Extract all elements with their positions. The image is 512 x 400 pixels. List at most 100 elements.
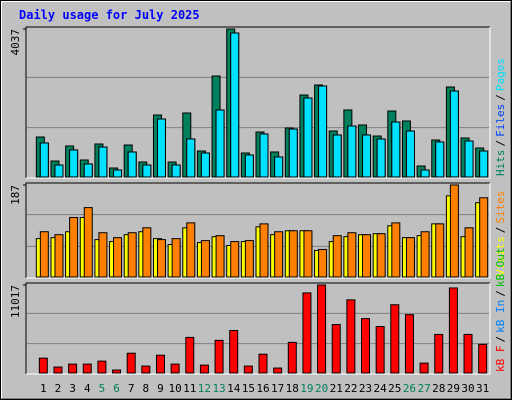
- x-tick-label: 8: [143, 382, 150, 395]
- bar: [273, 367, 283, 374]
- bar: [142, 164, 152, 178]
- legend-entry: Pages: [494, 58, 507, 91]
- chart-title: Daily usage for July 2025: [19, 8, 200, 22]
- x-tick-label: 13: [212, 382, 225, 395]
- x-tick-label: 27: [417, 382, 430, 395]
- bar: [53, 366, 63, 374]
- legend: kB F / kB In / kB Out: [494, 247, 507, 372]
- bar: [347, 232, 357, 278]
- bar: [54, 164, 64, 178]
- legend-entry: kB In: [494, 300, 507, 333]
- bar: [376, 233, 386, 278]
- bar: [83, 163, 93, 178]
- bar: [156, 239, 166, 278]
- x-tick-label: 9: [157, 382, 164, 395]
- plot-bevel: [25, 282, 490, 374]
- legend-separator: /: [494, 336, 507, 343]
- plot-bevel: [25, 182, 490, 278]
- x-tick-label: 12: [198, 382, 211, 395]
- bar: [362, 134, 372, 178]
- bar: [435, 223, 445, 278]
- bar: [97, 360, 107, 374]
- x-tick-label: 29: [447, 382, 460, 395]
- bar: [361, 318, 371, 374]
- legend-entry: kB Out: [494, 247, 507, 287]
- y-tick-label: 11017: [9, 285, 22, 318]
- legend-separator: /: [494, 227, 507, 234]
- bar: [318, 85, 328, 178]
- bar: [39, 142, 49, 178]
- bar: [244, 240, 254, 278]
- bar: [155, 354, 165, 374]
- bar: [230, 32, 240, 178]
- bar: [274, 231, 284, 278]
- x-tick-label: 4: [84, 382, 91, 395]
- bar: [347, 125, 357, 178]
- bar: [112, 369, 122, 374]
- x-tick-label: 19: [300, 382, 313, 395]
- x-tick-label: 24: [374, 382, 388, 395]
- bar: [156, 118, 166, 178]
- x-tick-label: 10: [169, 382, 182, 395]
- bar: [434, 333, 444, 374]
- bar: [435, 141, 445, 178]
- x-tick-label: 22: [344, 382, 357, 395]
- x-tick-label: 2: [55, 382, 62, 395]
- x-tick-label: 11: [183, 382, 196, 395]
- bar: [38, 357, 48, 374]
- x-tick-label: 1: [40, 382, 47, 395]
- x-tick-label: 7: [128, 382, 135, 395]
- bar: [171, 238, 181, 278]
- bar: [215, 109, 225, 178]
- bar: [464, 140, 474, 178]
- y-tick-label: 187: [9, 185, 22, 205]
- legend-separator: /: [494, 290, 507, 297]
- bar: [127, 232, 137, 278]
- bar: [244, 154, 254, 178]
- bar: [479, 197, 489, 278]
- bar: [478, 343, 488, 374]
- bar: [142, 227, 152, 278]
- bar: [229, 329, 239, 374]
- bar: [464, 227, 474, 278]
- x-tick-label: 3: [69, 382, 76, 395]
- bar: [449, 90, 459, 178]
- x-tick-label: 15: [242, 382, 255, 395]
- bar: [448, 287, 458, 374]
- x-tick-label: 5: [99, 382, 106, 395]
- x-tick-label: 14: [227, 382, 241, 395]
- legend-entry: Hits: [494, 150, 507, 177]
- x-tick-label: 17: [271, 382, 284, 395]
- bar: [391, 121, 401, 178]
- x-tick-label: 21: [330, 382, 343, 395]
- plot-area: [26, 283, 490, 374]
- bar: [113, 237, 123, 278]
- bar: [258, 353, 268, 374]
- bar: [375, 326, 385, 374]
- bar: [141, 365, 151, 374]
- legend: Hits / Files / Pages: [494, 58, 507, 176]
- bar: [332, 134, 342, 178]
- bar: [449, 184, 459, 278]
- bar: [332, 235, 342, 278]
- legend-entry: kB F: [494, 346, 507, 373]
- bar: [127, 151, 137, 178]
- y-tick-label: 4037: [9, 29, 22, 56]
- x-tick-label: 28: [432, 382, 445, 395]
- x-tick-label: 25: [388, 382, 401, 395]
- bar: [419, 362, 429, 374]
- legend: Visits / Sites: [494, 191, 507, 277]
- bar: [200, 240, 210, 278]
- bar: [69, 216, 79, 278]
- bar: [463, 333, 473, 374]
- x-tick-label: 31: [476, 382, 489, 395]
- x-tick-label: 30: [461, 382, 474, 395]
- bar: [362, 234, 372, 278]
- legend-separator: /: [494, 94, 507, 101]
- bar: [170, 363, 180, 374]
- bar: [287, 341, 297, 374]
- bar: [83, 207, 93, 278]
- bar: [126, 352, 136, 374]
